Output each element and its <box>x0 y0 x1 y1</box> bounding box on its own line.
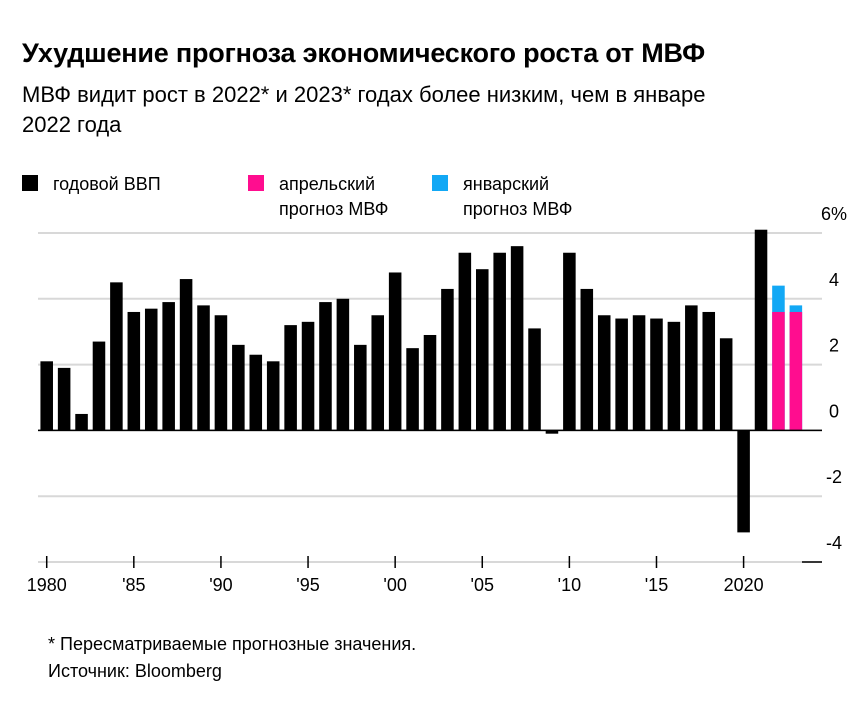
bar-gdp <box>57 367 71 431</box>
bar-gdp <box>127 311 141 431</box>
x-tick-label: '95 <box>296 575 319 595</box>
bar-gdp <box>667 321 681 431</box>
bar-gdp <box>75 413 88 431</box>
footnote-source: Источник: Bloomberg <box>48 661 222 681</box>
footnote: * Пересматриваемые прогнозные значения. … <box>48 631 416 685</box>
bar-gdp <box>528 328 541 431</box>
bar-gdp <box>249 354 263 431</box>
bar-gdp <box>441 288 454 431</box>
y-tick-label: -2 <box>826 467 842 487</box>
footnote-note: * Пересматриваемые прогнозные значения. <box>48 634 417 654</box>
x-tick-label: 1980 <box>27 575 67 595</box>
bar-gdp <box>197 305 210 431</box>
bar-gdp <box>388 272 402 431</box>
bar-gdp <box>92 341 106 431</box>
bar-gdp <box>580 288 594 431</box>
legend-swatch-gdp <box>22 175 38 191</box>
bar-gdp <box>266 361 280 431</box>
bar-gdp <box>632 315 646 431</box>
x-tick-label: '85 <box>122 575 145 595</box>
bar-gdp <box>545 430 559 434</box>
bar-gdp <box>754 229 768 431</box>
bar-april-forecast <box>789 311 803 431</box>
legend-swatch-april <box>248 175 264 191</box>
legend-swatch-january <box>432 175 448 191</box>
bar-gdp <box>179 279 193 431</box>
chart-title: Ухудшение прогноза экономического роста … <box>22 38 706 68</box>
bar-gdp <box>615 318 628 431</box>
y-tick-label: -4 <box>826 533 842 553</box>
bar-gdp <box>301 321 315 431</box>
x-tick-label: '90 <box>209 575 232 595</box>
bar-gdp <box>685 305 698 431</box>
x-tick-label: '05 <box>471 575 494 595</box>
bar-gdp <box>354 344 367 431</box>
y-tick-label: 6% <box>821 204 847 224</box>
y-tick-label: 0 <box>829 401 839 421</box>
bar-gdp <box>214 315 228 431</box>
y-tick-label: 2 <box>829 336 839 356</box>
legend-label-january: январский прогноз МВФ <box>463 174 573 219</box>
bar-gdp <box>232 344 245 431</box>
bar-gdp <box>493 252 506 431</box>
bar-gdp <box>110 282 123 431</box>
bar-gdp <box>563 252 576 431</box>
x-tick-label: '15 <box>645 575 668 595</box>
bar-gdp <box>371 315 385 431</box>
bar-gdp <box>284 325 297 431</box>
chart-subtitle: МВФ видит рост в 2022* и 2023* годах бол… <box>22 82 706 137</box>
bar-gdp <box>162 302 175 431</box>
x-tick-label: '00 <box>383 575 406 595</box>
bar-gdp <box>737 430 750 533</box>
bar-gdp <box>510 246 524 431</box>
x-tick-label: '10 <box>558 575 581 595</box>
legend-label-april: апрельский прогноз МВФ <box>279 174 389 219</box>
bar-gdp <box>423 334 437 431</box>
x-tick-label: 2020 <box>724 575 764 595</box>
legend-label-gdp: годовой ВВП <box>53 174 161 194</box>
bar-gdp <box>719 338 733 431</box>
bar-gdp <box>702 311 716 431</box>
bar-gdp <box>319 302 332 431</box>
bar-gdp <box>336 298 350 431</box>
y-tick-label: 4 <box>829 270 839 290</box>
bar-gdp <box>650 318 663 431</box>
bar-april-forecast <box>772 311 785 431</box>
bar-gdp <box>144 308 158 431</box>
bar-gdp <box>597 315 611 431</box>
bar-gdp <box>475 269 489 431</box>
bar-gdp <box>40 361 53 431</box>
bar-gdp <box>406 348 419 431</box>
bar-gdp <box>458 252 472 431</box>
